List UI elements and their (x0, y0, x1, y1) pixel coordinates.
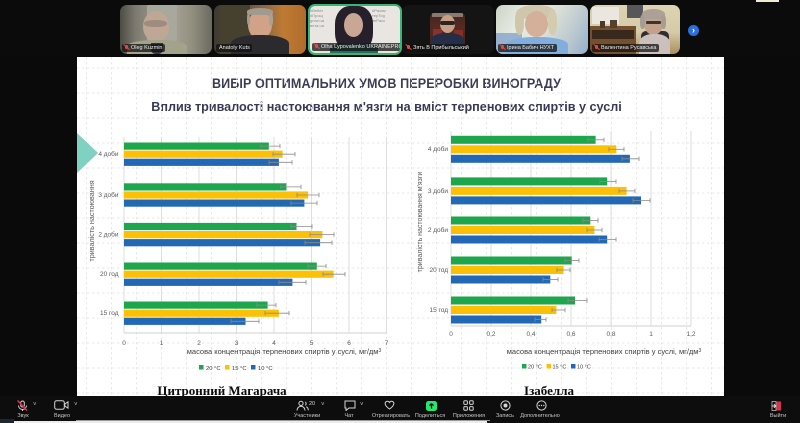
svg-text:15 °С: 15 °С (553, 365, 567, 371)
svg-text:2 доби: 2 доби (428, 226, 449, 234)
svg-text:6: 6 (347, 340, 351, 347)
svg-text:1,2: 1,2 (686, 331, 695, 338)
svg-text:4 доби: 4 доби (98, 150, 119, 158)
svg-text:4: 4 (272, 340, 276, 347)
svg-text:10 °С: 10 °С (577, 365, 591, 371)
svg-text:0,2: 0,2 (486, 331, 495, 338)
svg-text:0,6: 0,6 (566, 331, 575, 338)
svg-text:2: 2 (197, 340, 201, 347)
svg-text:0: 0 (449, 331, 453, 338)
svg-text:15 год: 15 год (429, 307, 448, 314)
svg-text:масова концентрація терпенових: масова концентрація терпенових спиртів у… (507, 347, 702, 356)
svg-text:Ізабелла: Ізабелла (524, 383, 574, 396)
svg-text:тривалість настоювання м'язги: тривалість настоювання м'язги (416, 172, 424, 273)
svg-text:масова концентрація терпенових: масова концентрація терпенових спиртів у… (187, 347, 382, 356)
svg-text:5: 5 (310, 340, 314, 347)
svg-text:тривалість настоювання: тривалість настоювання (87, 180, 96, 261)
svg-text:10 °С: 10 °С (258, 366, 273, 372)
svg-text:1: 1 (649, 331, 653, 338)
svg-text:Цитронний Магарача: Цитронний Магарача (157, 383, 287, 396)
svg-text:7: 7 (385, 340, 389, 347)
svg-text:0,8: 0,8 (606, 331, 615, 338)
svg-text:0,4: 0,4 (526, 331, 535, 338)
svg-text:3: 3 (235, 340, 239, 347)
svg-text:3 доби: 3 доби (428, 187, 449, 195)
svg-text:20 год: 20 год (429, 267, 448, 274)
svg-text:20 °С: 20 °С (528, 365, 542, 371)
svg-text:15 °С: 15 °С (232, 366, 247, 372)
svg-text:15 год: 15 год (100, 310, 119, 317)
svg-text:0: 0 (122, 340, 126, 347)
svg-text:4 доби: 4 доби (428, 145, 449, 153)
svg-text:1: 1 (160, 340, 164, 347)
svg-text:20 °С: 20 °С (206, 366, 221, 372)
svg-text:3 доби: 3 доби (98, 191, 119, 199)
svg-text:20 год: 20 год (100, 271, 119, 278)
svg-text:2 доби: 2 доби (98, 231, 119, 239)
